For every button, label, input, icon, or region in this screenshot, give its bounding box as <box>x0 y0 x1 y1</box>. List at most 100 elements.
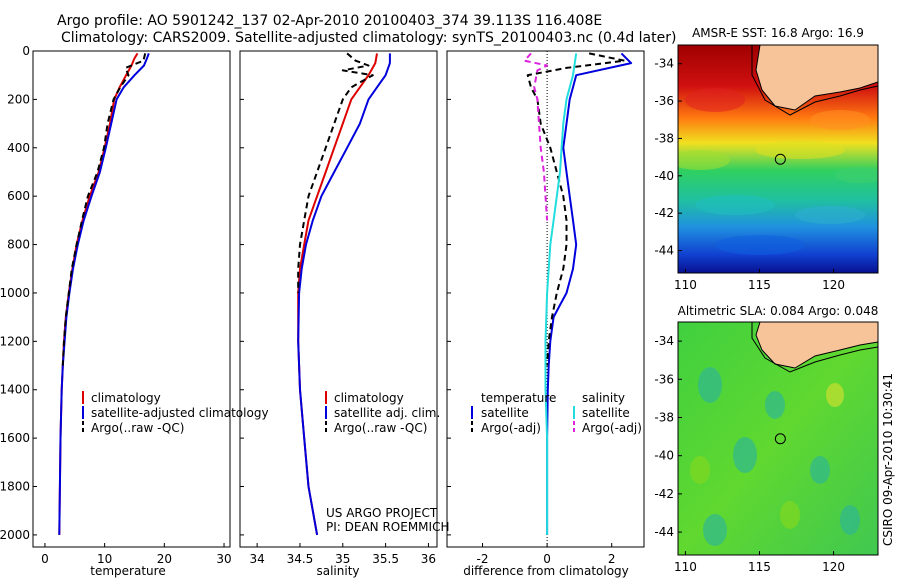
sla-map-panel: Altimetric SLA: 0.084 Argo: 0.048 110 115… <box>654 304 879 574</box>
difference-series-temperature-argo-adj <box>526 52 626 366</box>
salinity-axes-frame <box>239 50 438 548</box>
csiro-credit: CSIRO 09-Apr-2010 10:30:41 <box>881 373 895 546</box>
difference-legend-sal-argo: Argo(-adj) <box>582 421 642 435</box>
difference-legend-temp-argo: Argo(-adj) <box>481 421 541 435</box>
sla_map-ytick-label: -40 <box>654 449 674 463</box>
sst-land <box>755 45 878 111</box>
temperature-ytick-label: 1600 <box>0 431 30 445</box>
salinity-panel: 34 34.5 35 35.5 36 salinity climatology sate… <box>239 50 449 578</box>
salinity-xtick-label: 36 <box>421 552 436 566</box>
salinity-xtick-label: 35 <box>335 552 350 566</box>
difference-series-salinity-satellite <box>544 53 578 535</box>
temperature-series-argo-raw-qc <box>61 53 147 366</box>
salinity-annotation-pi: PI: DEAN ROEMMICH <box>326 520 449 534</box>
sla-texture <box>690 367 860 546</box>
temperature-ytick-label: 0 <box>22 44 30 58</box>
sst_map-xtick-label: 120 <box>822 278 845 292</box>
sst-argo-marker <box>774 153 786 165</box>
difference-axes-frame <box>446 50 645 548</box>
temperature-xtick-label: 20 <box>157 552 172 566</box>
sst_map-ytick-label: -38 <box>654 131 674 145</box>
temperature-ytick-label: 1200 <box>0 334 30 348</box>
difference-xlabel: difference from climatology <box>463 564 629 578</box>
salinity-xtick-label: 35.5 <box>372 552 399 566</box>
sla_map-ytick-label: -38 <box>654 410 674 424</box>
temperature-series-satellite-adjusted-climatology <box>58 53 150 535</box>
sst-texture <box>678 88 878 255</box>
temperature-ytick-label: 1400 <box>0 383 30 397</box>
sst_map-ytick-label: -36 <box>654 94 674 108</box>
salinity-ticks: 34 34.5 35 35.5 36 <box>240 50 436 566</box>
salinity-series-climatology <box>297 53 378 536</box>
difference-lines <box>523 52 633 535</box>
salinity-xlabel: salinity <box>316 564 359 578</box>
sst-map-ticks: 110 115 120 -34 -36 -38 -40 -42 -44 <box>654 57 845 292</box>
temperature-lines <box>58 52 150 535</box>
temperature-legend-argo: Argo(..raw -QC) <box>91 421 184 435</box>
temperature-panel: 0 10 20 30 0 200 400 600 800 1000 1200 1400 1600 1800… <box>0 44 269 578</box>
temperature-legend-satellite: satellite-adjusted climatology <box>91 406 269 420</box>
difference-series-salinity-argo-adj <box>523 52 549 221</box>
salinity-legend: climatology satellite adj. clim. Argo(..… <box>325 391 440 435</box>
difference-panel: -2 0 2 difference from climatology tempera… <box>446 50 645 578</box>
salinity-xtick-label: 34.5 <box>287 552 314 566</box>
sla_map-xtick-label: 115 <box>748 560 771 574</box>
temperature-ytick-label: 600 <box>7 189 30 203</box>
difference-legend-header-salinity: salinity <box>582 391 625 405</box>
salinity-series-argo-raw-qc <box>297 52 374 293</box>
temperature-axes-frame <box>32 50 231 548</box>
difference-xtick-label: 0 <box>543 552 551 566</box>
temperature-legend: climatology satellite-adjusted climatolo… <box>82 391 269 435</box>
salinity-annotation-project: US ARGO PROJECT <box>326 506 438 520</box>
sla_map-ytick-label: -34 <box>654 334 674 348</box>
sst_map-ytick-label: -44 <box>654 244 674 258</box>
temperature-xlabel: temperature <box>90 564 165 578</box>
difference-ticks: -2 0 2 <box>447 50 616 566</box>
sst_map-ytick-label: -34 <box>654 57 674 71</box>
sla-map-frame <box>677 321 879 556</box>
sst-contour <box>751 45 878 116</box>
salinity-legend-climatology: climatology <box>334 391 404 405</box>
sla_map-xtick-label: 120 <box>822 560 845 574</box>
sla_map-ytick-label: -44 <box>654 525 674 539</box>
sla_map-ytick-label: -42 <box>654 487 674 501</box>
temperature-xtick-label: 30 <box>216 552 231 566</box>
sst_map-xtick-label: 110 <box>674 278 697 292</box>
sst_map-ytick-label: -40 <box>654 169 674 183</box>
sst-map-title: AMSR-E SST: 16.8 Argo: 16.9 <box>692 26 864 40</box>
temperature-ytick-label: 1000 <box>0 286 30 300</box>
temperature-ytick-label: 200 <box>7 92 30 106</box>
figure-title-line2: Climatology: CARS2009. Satellite-adjuste… <box>61 30 676 46</box>
temperature-legend-climatology: climatology <box>91 391 161 405</box>
salinity-lines <box>297 52 391 536</box>
temperature-ytick-label: 400 <box>7 141 30 155</box>
sla-contour <box>751 322 878 373</box>
sst_map-xtick-label: 115 <box>748 278 771 292</box>
temperature-xtick-label: 0 <box>41 552 49 566</box>
sst_map-ytick-label: -42 <box>654 206 674 220</box>
difference-legend-temp-satellite: satellite <box>481 406 529 420</box>
salinity-legend-argo: Argo(..raw -QC) <box>334 421 427 435</box>
temperature-series-climatology <box>58 52 139 535</box>
difference-series-temperature-satellite <box>546 52 633 535</box>
difference-legend-sal-satellite: satellite <box>582 406 630 420</box>
temperature-xtick-label: 10 <box>97 552 112 566</box>
difference-legend: temperature salinity satellite Argo(-adj… <box>471 391 642 435</box>
figure-title-line1: Argo profile: AO 5901242_137 02-Apr-2010… <box>57 13 602 29</box>
sst-map-frame <box>677 44 879 274</box>
sla-map-title: Altimetric SLA: 0.084 Argo: 0.048 <box>678 304 879 318</box>
sla_map-xtick-label: 110 <box>674 560 697 574</box>
salinity-series-satellite-adj-clim <box>297 53 391 536</box>
temperature-ticks: 0 10 20 30 0 200 400 600 800 1000 1200 1400 1600 1800… <box>0 44 232 566</box>
salinity-xtick-label: 34 <box>249 552 264 566</box>
sla_map-ytick-label: -36 <box>654 372 674 386</box>
salinity-legend-satellite: satellite adj. clim. <box>334 406 440 420</box>
sla-land <box>755 322 878 369</box>
temperature-ytick-label: 1800 <box>0 480 30 494</box>
sla-map-ticks: 110 115 120 -34 -36 -38 -40 -42 -44 <box>654 334 845 574</box>
difference-legend-header-temperature: temperature <box>481 391 556 405</box>
sla-argo-marker <box>774 433 786 445</box>
difference-xtick-label: -2 <box>477 552 489 566</box>
temperature-ytick-label: 2000 <box>0 528 30 542</box>
